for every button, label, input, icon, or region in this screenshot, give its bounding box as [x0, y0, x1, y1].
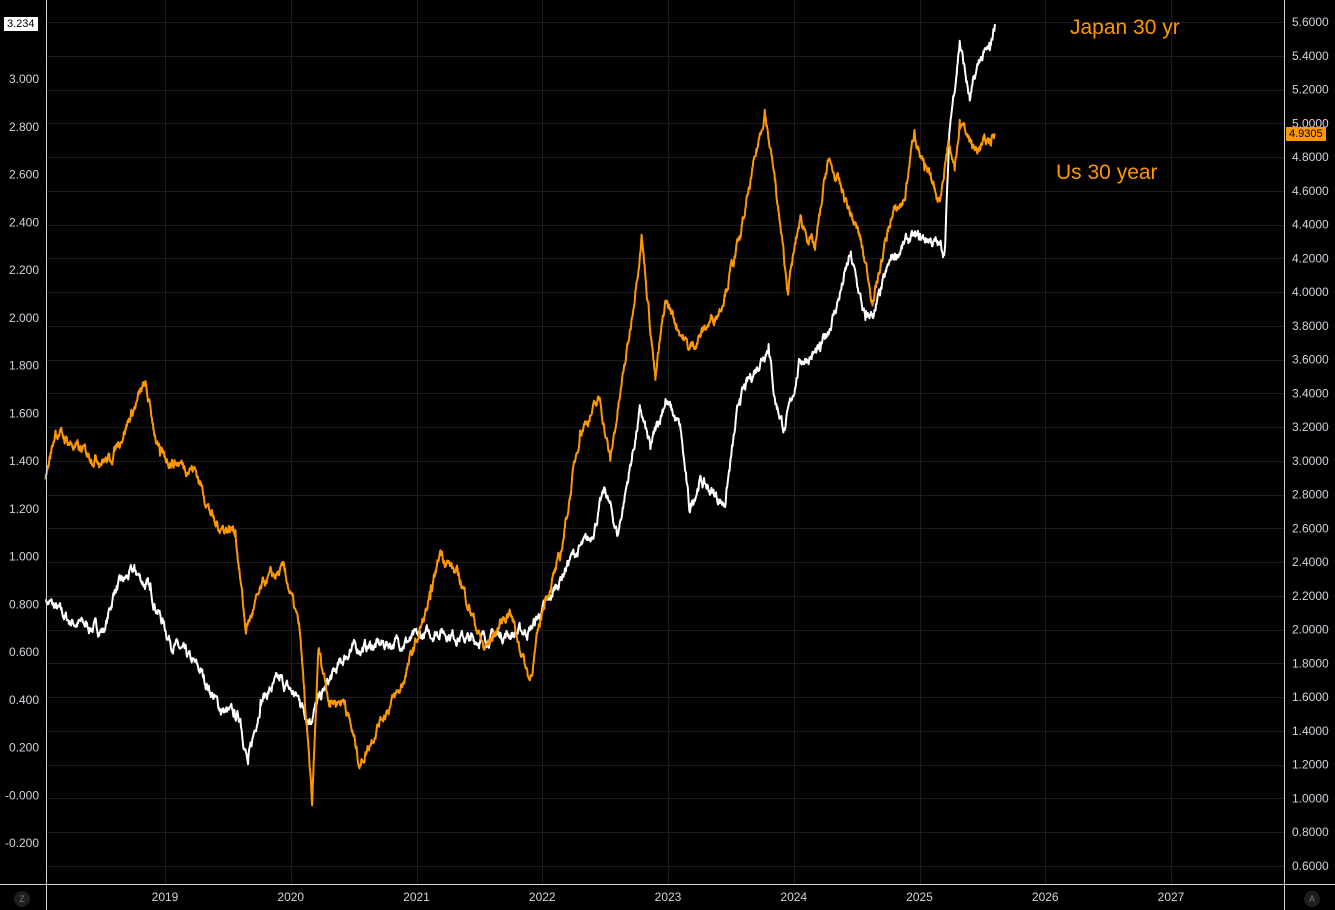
right-tick-label: 4.0000	[1292, 285, 1329, 299]
series-layer	[44, 24, 996, 807]
time-tick-label: 2026	[1032, 890, 1059, 904]
left-tick-label: 2.400	[9, 215, 39, 229]
right-tick-label: 2.4000	[1292, 555, 1329, 569]
right-tick-label: 4.4000	[1292, 218, 1329, 232]
us-30yr-line	[44, 108, 996, 807]
time-tick-label: 2020	[277, 890, 304, 904]
us-30yr-annotation: Us 30 year	[1056, 161, 1158, 184]
right-tick-label: 5.4000	[1292, 49, 1329, 63]
left-tick-label: 0.200	[9, 741, 39, 755]
left-tick-label: 0.400	[9, 693, 39, 707]
time-tick-label: 2025	[906, 890, 933, 904]
right-tick-label: 1.4000	[1292, 724, 1329, 738]
time-tick-label: 2023	[655, 890, 682, 904]
left-tick-label: 2.800	[9, 120, 39, 134]
gridlines	[46, 0, 1284, 884]
right-tick-label: 1.8000	[1292, 656, 1329, 670]
time-tick-label: 2027	[1158, 890, 1185, 904]
time-tick-label: 2021	[403, 890, 430, 904]
left-tick-label: -0.200	[5, 836, 39, 850]
right-tick-label: 0.8000	[1292, 825, 1329, 839]
right-tick-label: 3.6000	[1292, 353, 1329, 367]
right-tick-label: 1.2000	[1292, 758, 1329, 772]
left-tick-label: 0.600	[9, 645, 39, 659]
left-tick-label: 0.800	[9, 597, 39, 611]
left-tick-label: 3.000	[9, 72, 39, 86]
us-last-value-badge: 4.9305	[1286, 127, 1326, 141]
right-tick-label: 1.6000	[1292, 690, 1329, 704]
left-tick-label: 1.000	[9, 550, 39, 564]
right-tick-label: 4.8000	[1292, 150, 1329, 164]
japan-30yr-line	[45, 24, 996, 766]
left-tick-label: 1.800	[9, 359, 39, 373]
left-tick-label: -0.000	[5, 788, 39, 802]
japan-30yr-annotation: Japan 30 yr	[1070, 16, 1180, 39]
left-tick-label: 2.200	[9, 263, 39, 277]
left-tick-label: 1.600	[9, 406, 39, 420]
right-tick-label: 2.2000	[1292, 589, 1329, 603]
right-tick-label: 3.0000	[1292, 454, 1329, 468]
time-tick-label: 2024	[780, 890, 807, 904]
left-tick-label: 2.000	[9, 311, 39, 325]
right-tick-label: 3.2000	[1292, 420, 1329, 434]
time-tick-label: 2019	[152, 890, 179, 904]
right-tick-label: 4.6000	[1292, 184, 1329, 198]
right-tick-label: 4.2000	[1292, 251, 1329, 265]
right-tick-label: 2.0000	[1292, 623, 1329, 637]
right-tick-label: 3.8000	[1292, 319, 1329, 333]
japan-last-value-badge: 3.234	[4, 17, 38, 31]
right-tick-label: 0.6000	[1292, 859, 1329, 873]
left-axis-ticks[interactable]: 3.000 2.800 2.600 2.400 2.200 2.000 1.800 1.600…	[5, 72, 39, 850]
right-tick-label: 1.0000	[1292, 791, 1329, 805]
right-tick-label: 3.4000	[1292, 386, 1329, 400]
right-tick-label: 5.6000	[1292, 15, 1329, 29]
time-axis-ticks[interactable]: 2019 2020 2021 2022 2023 2024 2025 2026 2027	[152, 890, 1185, 904]
right-axis-ticks[interactable]: 5.6000 5.4000 5.2000 5.0000 4.8000 4.6000 4.40…	[1292, 15, 1329, 873]
right-tick-label: 2.8000	[1292, 488, 1329, 502]
left-tick-label: 1.400	[9, 454, 39, 468]
right-tick-label: 5.0000	[1292, 116, 1329, 130]
left-tick-label: 2.600	[9, 168, 39, 182]
auto-zoom-button[interactable]: Z	[14, 891, 30, 907]
time-tick-label: 2022	[529, 890, 556, 904]
right-tick-label: 2.6000	[1292, 521, 1329, 535]
right-tick-label: 5.2000	[1292, 83, 1329, 97]
auto-scale-button[interactable]: A	[1304, 891, 1320, 907]
left-tick-label: 1.200	[9, 502, 39, 516]
